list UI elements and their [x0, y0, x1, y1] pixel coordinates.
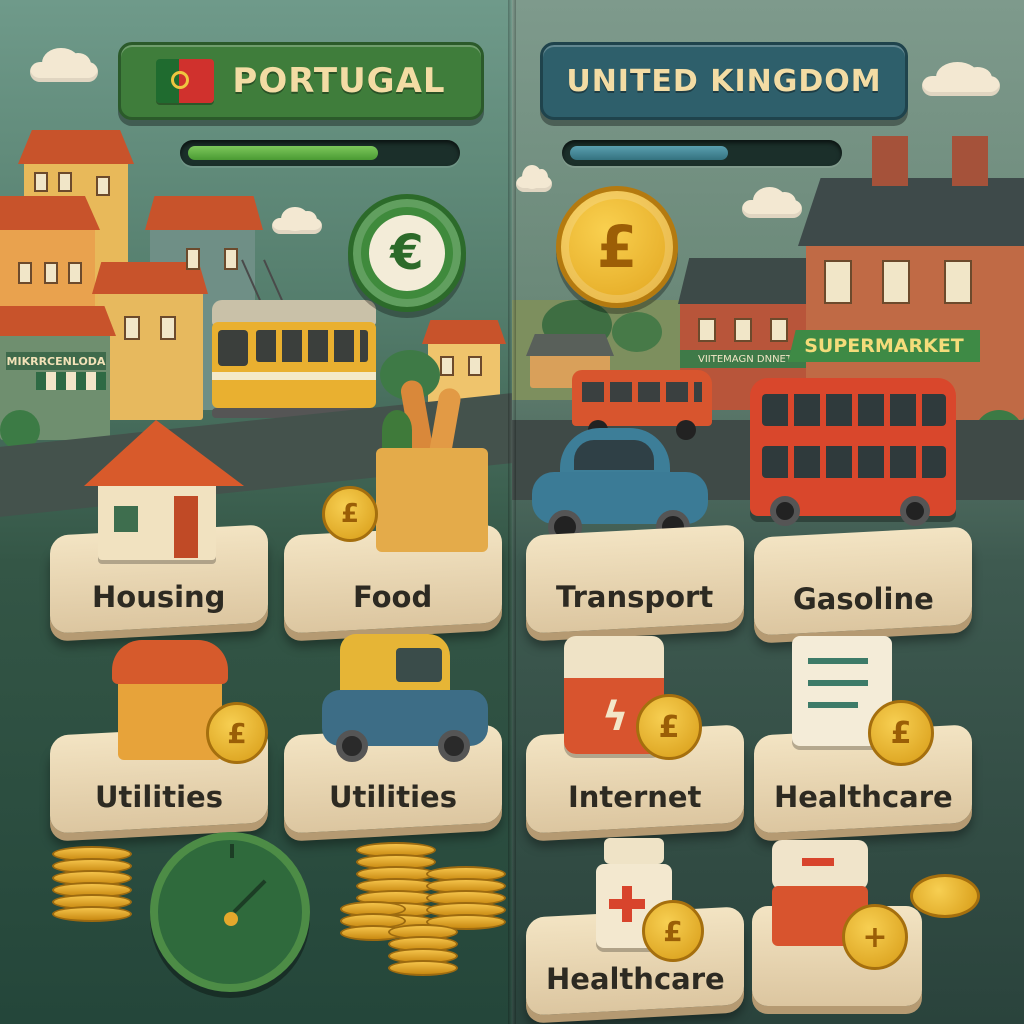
portugal-banner: PORTUGAL [118, 42, 484, 120]
coin-stack [426, 866, 506, 930]
panel-divider [508, 0, 516, 1024]
cloud [30, 48, 98, 82]
cloud [516, 164, 552, 192]
card-label: Internet [568, 780, 702, 815]
card-label: Healthcare [545, 962, 725, 996]
card-label: Utilities [329, 780, 457, 814]
euro-coin-icon: € [348, 194, 466, 312]
portugal-flag-icon [156, 59, 215, 103]
card-transport[interactable]: Transport [526, 524, 744, 634]
card-label: Utilities [95, 780, 223, 814]
portugal-progress-fill [188, 146, 378, 160]
uk-progress-fill [570, 146, 728, 160]
coin-icon [910, 874, 980, 918]
grocery-bag-icon [376, 378, 494, 552]
gauge-icon [150, 832, 310, 992]
portugal-title: PORTUGAL [232, 61, 446, 101]
coin-stack [52, 846, 132, 922]
supermarket-sign: SUPERMARKET [788, 330, 980, 362]
car-icon [322, 634, 488, 764]
tram-icon [212, 259, 376, 418]
bus-icon [572, 370, 712, 440]
cloud [922, 62, 1000, 96]
cloud [272, 206, 322, 234]
double-decker-bus-icon [750, 378, 956, 528]
coin-icon: + [842, 904, 908, 970]
portugal-panel: MIKRRCENLODA PORTUGAL € [0, 0, 512, 1024]
card-label: Transport [556, 580, 714, 615]
coin-icon: £ [642, 900, 704, 962]
card-gasoline[interactable]: Gasoline [754, 526, 972, 636]
cloud [742, 187, 802, 218]
card-label: Healthcare [773, 780, 953, 814]
uk-progress-bar [562, 140, 842, 166]
uk-shop-sign-small: VIITEMAGN DNNET [680, 350, 810, 368]
uk-title: UNITED KINGDOM [566, 63, 882, 99]
card-label: Food [353, 580, 433, 614]
coin-stack [388, 924, 458, 976]
utility-box-icon [112, 640, 236, 760]
pound-coin-icon: £ [556, 186, 678, 308]
portugal-progress-bar [180, 140, 460, 166]
utility-meter-icon: ϟ [564, 636, 664, 754]
coin-icon: £ [636, 694, 702, 760]
coin-icon: £ [206, 702, 268, 764]
card-label: Housing [92, 580, 226, 615]
coin-icon: £ [868, 700, 934, 766]
uk-banner: UNITED KINGDOM [540, 42, 908, 120]
house-icon [84, 420, 244, 560]
card-label: Gasoline [792, 582, 934, 617]
uk-panel: VIITEMAGN DNNET SUPERMARKET UNITED KINGD… [512, 0, 1024, 1024]
portugal-shop-sign: MIKRRCENLODA [6, 352, 106, 370]
coin-icon: £ [322, 486, 378, 542]
